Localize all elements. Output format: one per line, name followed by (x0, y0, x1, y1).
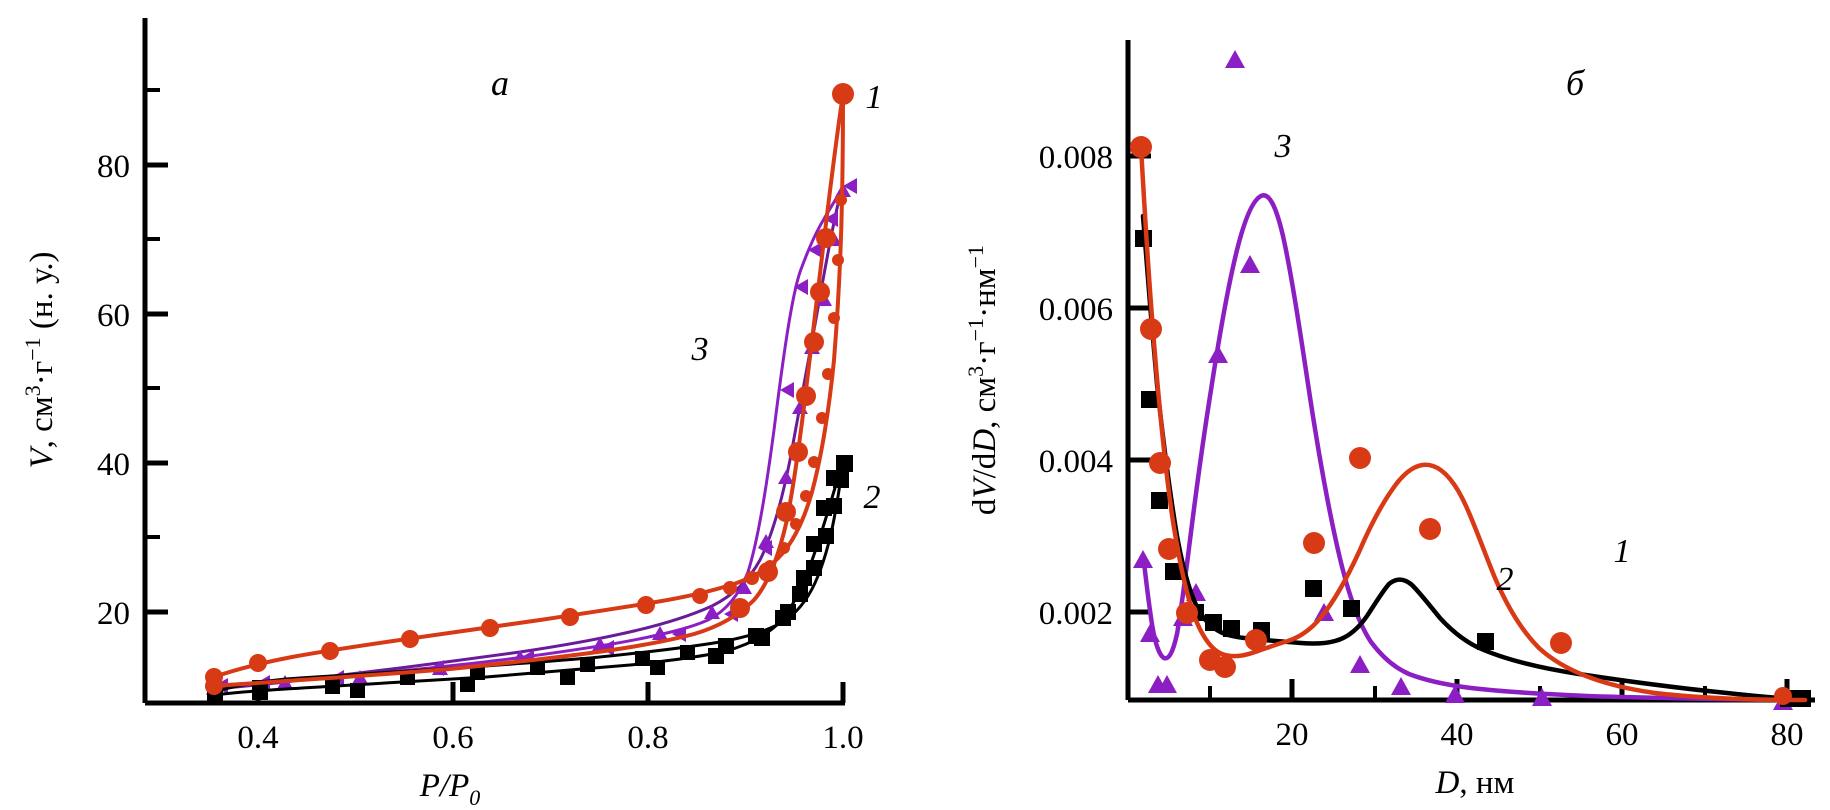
panel-b-letter: б (1566, 63, 1586, 103)
panel-b-y-axis-title: dV/dD, см3·г−1·нм−1 (963, 245, 1003, 515)
panel-b-series-2 (1135, 213, 1813, 707)
panel-b-xtitle-tail: , нм (1459, 765, 1514, 801)
panel-b-ytitle-mid3: ·нм (967, 268, 1003, 318)
panel-b-ytick-0.008: 0.008 (1039, 140, 1113, 176)
panel-b-series-3 (1133, 50, 1798, 710)
svg-text:P/P0: P/P0 (419, 768, 480, 810)
panel-b-ytitle-v: V (967, 475, 1003, 499)
panel-a-series-1 (205, 83, 854, 695)
panel-a-axes (142, 18, 846, 706)
panel-b-xtick-80: 80 (1771, 717, 1804, 753)
panel-a-curve-label-3: 3 (691, 331, 709, 368)
panel-b-ytitle-mid: , см (967, 377, 1003, 429)
panel-b-curve-label-1: 1 (1614, 533, 1631, 570)
svg-text:dV/dD, см3·г−1·нм−1: dV/dD, см3·г−1·нм−1 (963, 245, 1003, 515)
svg-text:V, см3·г−1 (н. у.): V, см3·г−1 (н. у.) (20, 252, 60, 469)
panel-a-xtick-0.8: 0.8 (627, 720, 668, 756)
panel-b-ytitle-dd: /d (967, 452, 1003, 478)
panel-b-ytitle-mid2: ·г (967, 341, 1003, 366)
panel-a-xtitle-main: P/P (419, 768, 469, 804)
panel-b-xtick-20: 20 (1276, 717, 1309, 753)
panel-a-ytitle-mid2: ·г (24, 361, 60, 386)
panel-b-ytitle-sup3: −1 (963, 245, 988, 268)
panel-b-ytitle-d1: d (967, 498, 1003, 515)
panel-a-ytitle-v: V (24, 445, 60, 469)
panel-a-series-3 (206, 178, 857, 695)
panel-b-series-1 (1130, 136, 1808, 705)
panel-b-xtick-40: 40 (1441, 717, 1474, 753)
panel-a-ytick-60: 60 (97, 298, 130, 334)
panel-a-curve-label-1: 1 (866, 79, 883, 116)
panel-a-svg: 20 40 60 80 0.4 0.6 0.8 1.0 P/P0 V, см3·… (20, 18, 883, 810)
panel-a-ytitle-mid: , см (24, 396, 60, 448)
panel-b-ytitle-sup1: 3 (963, 366, 988, 377)
panel-b-ytick-0.002: 0.002 (1039, 596, 1113, 632)
panel-a-isotherms: 20 40 60 80 0.4 0.6 0.8 1.0 P/P0 V, см3·… (20, 18, 883, 810)
panel-b-svg: 0.002 0.004 0.006 0.008 20 40 60 80 D, н… (963, 40, 1815, 801)
panel-b-pore-size-distribution: 0.002 0.004 0.006 0.008 20 40 60 80 D, н… (915, 0, 1830, 810)
panel-a-ytitle-tail: (н. у.) (24, 252, 60, 338)
panel-a-y-axis-title: V, см3·г−1 (н. у.) (20, 252, 60, 469)
panel-a-curve-label-2: 2 (864, 479, 881, 516)
panel-b-series-3-markers (1133, 50, 1793, 710)
panel-b-ytitle-d2: D (967, 429, 1003, 454)
panel-a-xtick-0.4: 0.4 (237, 720, 278, 756)
panel-b-xtick-60: 60 (1606, 717, 1639, 753)
panel-a-series-3-markers-adsorption (206, 183, 851, 695)
panel-a-ytitle-sup2: −1 (20, 337, 45, 360)
panel-b-ytick-0.004: 0.004 (1039, 444, 1113, 480)
panel-b-ytitle-sup2: −1 (963, 318, 988, 341)
panel-a-xtitle-sub: 0 (469, 785, 480, 810)
panel-b-curve-label-3: 3 (1274, 128, 1292, 165)
panel-a-ytick-40: 40 (97, 447, 130, 483)
panel-b-x-axis-title: D, нм (1435, 765, 1515, 801)
panel-a-ytick-80: 80 (97, 149, 130, 185)
panel-a-series-1-markers (205, 83, 854, 695)
panel-b-axes (1125, 40, 1815, 703)
panel-b-series-2-markers (1135, 230, 1811, 707)
panel-a-series-3-markers-desorption (214, 178, 857, 694)
panel-a-ytitle-sup1: 3 (20, 385, 45, 396)
panel-a-ytick-20: 20 (97, 596, 130, 632)
panel-b-series-1-markers (1130, 136, 1792, 705)
panel-a-xtick-1.0: 1.0 (822, 720, 863, 756)
panel-b-curve-label-2: 2 (1497, 561, 1514, 598)
panel-b-xtitle-main: D (1435, 765, 1460, 801)
panel-a-letter: а (491, 63, 509, 103)
panel-a-x-axis-title: P/P0 (419, 768, 480, 810)
panel-a-xtick-0.6: 0.6 (432, 720, 473, 756)
panel-b-ytick-0.006: 0.006 (1039, 292, 1113, 328)
